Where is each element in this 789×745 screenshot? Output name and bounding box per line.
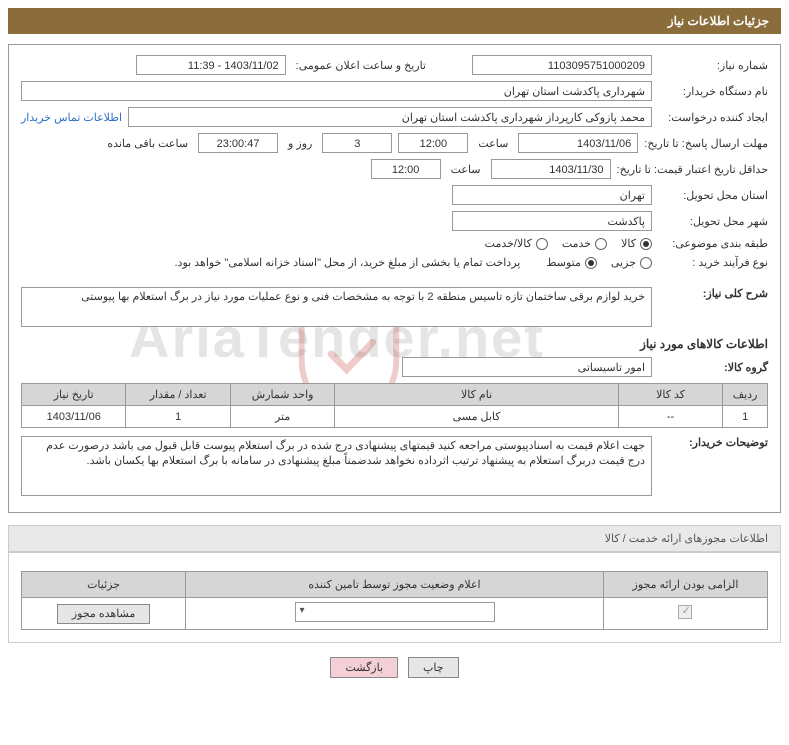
buyer-org-label: نام دستگاه خریدار: bbox=[658, 85, 768, 98]
delivery-province-label: استان محل تحویل: bbox=[658, 189, 768, 202]
time-label-1: ساعت bbox=[478, 137, 508, 150]
delivery-province-value: تهران bbox=[452, 185, 652, 205]
radio-goods[interactable]: کالا bbox=[621, 237, 652, 250]
response-deadline-time: 12:00 bbox=[398, 133, 468, 153]
purchase-type-label: نوع فرآیند خرید : bbox=[658, 256, 768, 269]
need-desc-value: خرید لوازم برقی ساختمان تازه تاسیس منطقه… bbox=[21, 287, 652, 327]
hours-remaining-label: ساعت باقی مانده bbox=[107, 137, 188, 150]
goods-group-label: گروه کالا: bbox=[658, 361, 768, 374]
goods-group-value: امور تاسیساتی bbox=[402, 357, 652, 377]
main-form: AriaTender.net شماره نیاز: 1103095751000… bbox=[8, 44, 781, 513]
back-button[interactable]: بازگشت bbox=[330, 657, 398, 678]
license-section-title: اطلاعات مجوزهای ارائه خدمت / کالا bbox=[8, 525, 781, 552]
lic-status-cell bbox=[186, 598, 604, 630]
radio-minor-label: جزیی bbox=[611, 256, 636, 269]
radio-dot-icon bbox=[536, 238, 548, 250]
price-validity-date: 1403/11/30 bbox=[491, 159, 611, 179]
radio-dot-icon bbox=[585, 257, 597, 269]
response-deadline-date: 1403/11/06 bbox=[518, 133, 638, 153]
need-number-label: شماره نیاز: bbox=[658, 59, 768, 72]
radio-service-label: خدمت bbox=[562, 237, 591, 250]
license-row: مشاهده مجوز bbox=[22, 598, 768, 630]
delivery-city-label: شهر محل تحویل: bbox=[658, 215, 768, 228]
lic-col-status: اعلام وضعیت مجوز توسط تامین کننده bbox=[186, 572, 604, 598]
lic-col-required: الزامی بودن ارائه مجوز bbox=[603, 572, 767, 598]
purchase-type-radios: جزیی متوسط bbox=[546, 256, 652, 269]
col-row: ردیف bbox=[723, 384, 768, 406]
hours-remaining: 23:00:47 bbox=[198, 133, 278, 153]
payment-note: پرداخت تمام یا بخشی از مبلغ خرید، از محل… bbox=[175, 256, 521, 269]
cell-code: -- bbox=[618, 406, 722, 428]
lic-details-cell: مشاهده مجوز bbox=[22, 598, 186, 630]
subject-class-label: طبقه بندی موضوعی: bbox=[658, 237, 768, 250]
radio-medium[interactable]: متوسط bbox=[546, 256, 597, 269]
license-status-select[interactable] bbox=[295, 602, 495, 622]
subject-class-radios: کالا خدمت کالا/خدمت bbox=[485, 237, 652, 250]
requester-value: محمد پازوکی کارپرداز شهرداری پاکدشت استا… bbox=[128, 107, 652, 127]
lic-col-details: جزئیات bbox=[22, 572, 186, 598]
cell-qty: 1 bbox=[126, 406, 230, 428]
goods-info-title: اطلاعات کالاهای مورد نیاز bbox=[21, 337, 768, 351]
buyer-contact-link[interactable]: اطلاعات تماس خریدار bbox=[21, 111, 122, 124]
buyer-notes-label: توضیحات خریدار: bbox=[658, 436, 768, 449]
license-header-row: الزامی بودن ارائه مجوز اعلام وضعیت مجوز … bbox=[22, 572, 768, 598]
col-qty: تعداد / مقدار bbox=[126, 384, 230, 406]
cell-unit: متر bbox=[230, 406, 334, 428]
requester-label: ایجاد کننده درخواست: bbox=[658, 111, 768, 124]
cell-row: 1 bbox=[723, 406, 768, 428]
page-title: جزئیات اطلاعات نیاز bbox=[668, 14, 769, 28]
print-button[interactable]: چاپ bbox=[408, 657, 459, 678]
table-row: 1 -- کابل مسی متر 1 1403/11/06 bbox=[22, 406, 768, 428]
response-deadline-label: مهلت ارسال پاسخ: تا تاریخ: bbox=[644, 137, 768, 150]
col-name: نام کالا bbox=[335, 384, 618, 406]
radio-dot-icon bbox=[640, 257, 652, 269]
lic-required-cell bbox=[603, 598, 767, 630]
days-and-label: روز و bbox=[288, 137, 312, 150]
need-desc-label: شرح کلی نیاز: bbox=[658, 287, 768, 300]
col-date: تاریخ نیاز bbox=[22, 384, 126, 406]
buyer-org-value: شهرداری پاکدشت استان تهران bbox=[21, 81, 652, 101]
radio-goods-service-label: کالا/خدمت bbox=[485, 237, 532, 250]
radio-dot-icon bbox=[595, 238, 607, 250]
goods-table: ردیف کد کالا نام کالا واحد شمارش تعداد /… bbox=[21, 383, 768, 428]
page-header: جزئیات اطلاعات نیاز bbox=[8, 8, 781, 34]
action-buttons: چاپ بازگشت bbox=[8, 657, 781, 678]
table-header-row: ردیف کد کالا نام کالا واحد شمارش تعداد /… bbox=[22, 384, 768, 406]
radio-goods-service[interactable]: کالا/خدمت bbox=[485, 237, 548, 250]
license-table: الزامی بودن ارائه مجوز اعلام وضعیت مجوز … bbox=[21, 571, 768, 630]
cell-date: 1403/11/06 bbox=[22, 406, 126, 428]
public-announce-value: 1403/11/02 - 11:39 bbox=[136, 55, 286, 75]
public-announce-label: تاریخ و ساعت اعلان عمومی: bbox=[296, 59, 426, 72]
days-remaining: 3 bbox=[322, 133, 392, 153]
buyer-notes-value: جهت اعلام قیمت به اسنادپیوستی مراجعه کنی… bbox=[21, 436, 652, 496]
col-unit: واحد شمارش bbox=[230, 384, 334, 406]
radio-medium-label: متوسط bbox=[546, 256, 581, 269]
radio-dot-icon bbox=[640, 238, 652, 250]
radio-service[interactable]: خدمت bbox=[562, 237, 607, 250]
price-validity-label: حداقل تاریخ اعتبار قیمت: تا تاریخ: bbox=[617, 163, 768, 176]
license-box: الزامی بودن ارائه مجوز اعلام وضعیت مجوز … bbox=[8, 552, 781, 643]
view-license-button[interactable]: مشاهده مجوز bbox=[57, 604, 150, 624]
cell-name: کابل مسی bbox=[335, 406, 618, 428]
delivery-city-value: پاکدشت bbox=[452, 211, 652, 231]
col-code: کد کالا bbox=[618, 384, 722, 406]
price-validity-time: 12:00 bbox=[371, 159, 441, 179]
radio-minor[interactable]: جزیی bbox=[611, 256, 652, 269]
time-label-2: ساعت bbox=[451, 163, 481, 176]
radio-goods-label: کالا bbox=[621, 237, 636, 250]
need-number-value: 1103095751000209 bbox=[472, 55, 652, 75]
checkbox-disabled-icon bbox=[678, 605, 692, 619]
